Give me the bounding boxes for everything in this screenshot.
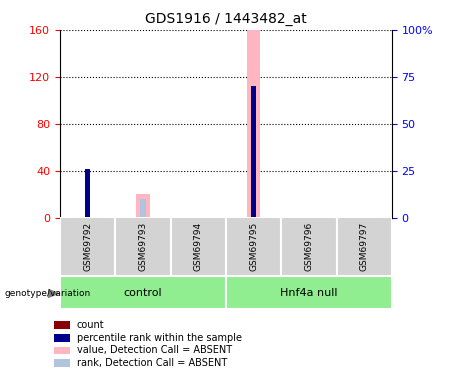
Bar [140,199,146,217]
Bar [247,30,260,217]
Text: control: control [124,288,162,297]
Text: Hnf4a null: Hnf4a null [280,288,337,297]
Text: GSM69795: GSM69795 [249,222,258,272]
Bar [85,169,90,217]
Polygon shape [48,290,59,297]
FancyBboxPatch shape [60,217,115,276]
Text: GSM69792: GSM69792 [83,222,92,271]
Text: GSM69793: GSM69793 [138,222,148,272]
Text: GSM69797: GSM69797 [360,222,369,272]
Bar [136,194,150,217]
Bar [54,321,70,329]
FancyBboxPatch shape [60,276,226,309]
Text: GSM69794: GSM69794 [194,222,203,271]
Text: GSM69796: GSM69796 [304,222,313,272]
Bar [251,86,256,218]
Text: count: count [77,320,104,330]
Text: rank, Detection Call = ABSENT: rank, Detection Call = ABSENT [77,358,227,368]
Bar [54,334,70,342]
Text: genotype/variation: genotype/variation [5,289,91,298]
FancyBboxPatch shape [337,217,392,276]
FancyBboxPatch shape [281,217,337,276]
Bar [54,359,70,367]
Title: GDS1916 / 1443482_at: GDS1916 / 1443482_at [145,12,307,26]
FancyBboxPatch shape [226,217,281,276]
Bar [85,171,90,217]
FancyBboxPatch shape [226,276,392,309]
Text: percentile rank within the sample: percentile rank within the sample [77,333,242,343]
Bar [54,346,70,354]
FancyBboxPatch shape [115,217,171,276]
FancyBboxPatch shape [171,217,226,276]
Text: value, Detection Call = ABSENT: value, Detection Call = ABSENT [77,345,231,355]
